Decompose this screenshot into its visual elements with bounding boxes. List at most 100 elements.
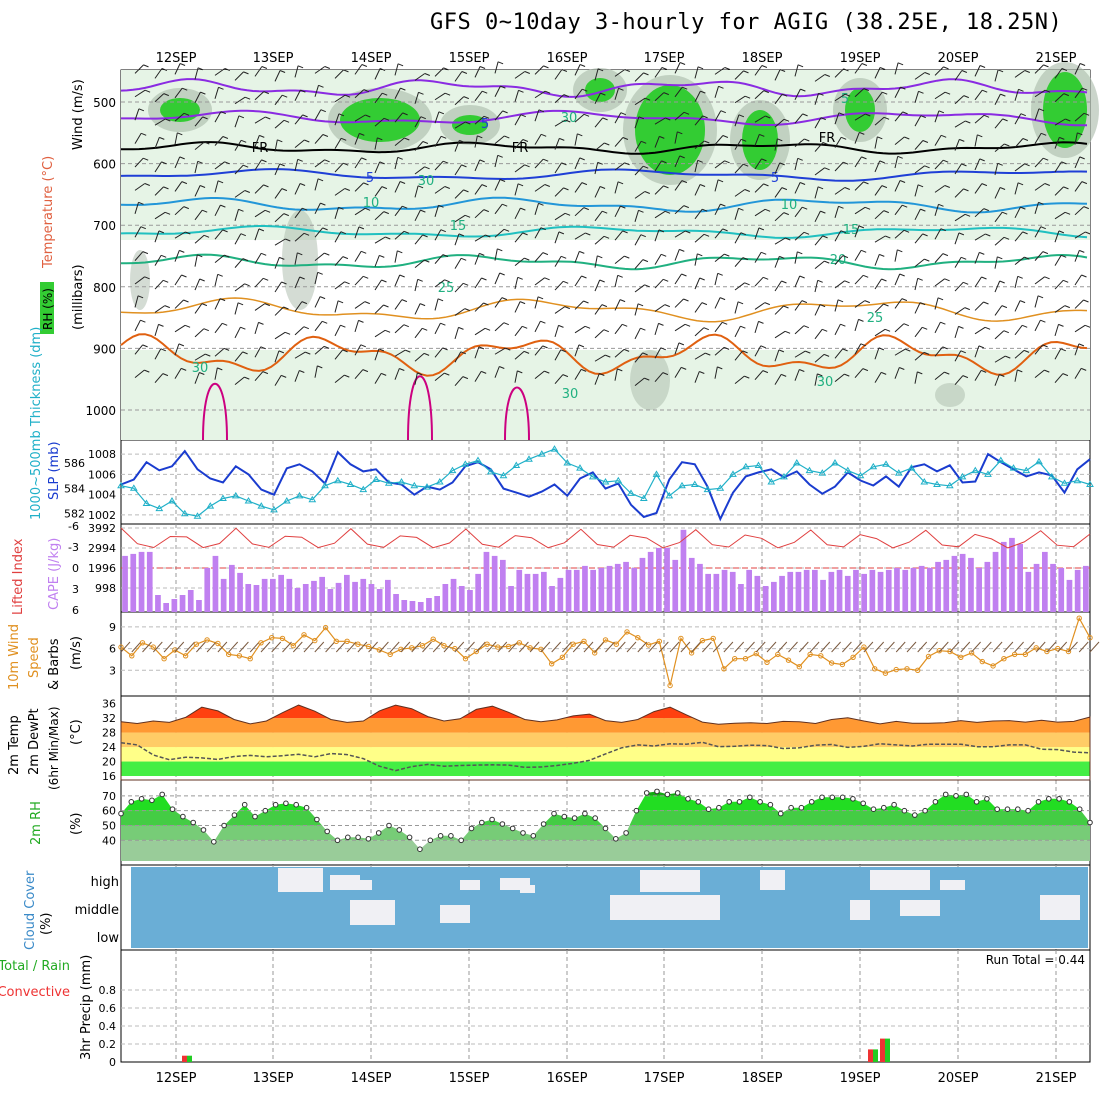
wind-barb bbox=[354, 226, 360, 239]
wind-barb-flag bbox=[417, 185, 424, 189]
wind10-barb bbox=[626, 641, 637, 653]
wind10-speed-marker bbox=[129, 653, 135, 659]
thickness-marker bbox=[665, 491, 674, 499]
wind10-barb bbox=[992, 641, 1003, 653]
cape-bar bbox=[820, 579, 826, 612]
rh2m-marker bbox=[860, 800, 867, 807]
wind10-speed-marker bbox=[182, 653, 189, 659]
wind-barb-flag bbox=[424, 73, 430, 76]
wind-barb-flag bbox=[244, 376, 250, 380]
rh2m-marker bbox=[839, 794, 846, 801]
thickness-marker bbox=[244, 497, 253, 504]
wind-barb bbox=[834, 230, 842, 242]
wind-barb bbox=[994, 163, 999, 176]
wind-barb bbox=[614, 112, 622, 124]
wind-barb-flag bbox=[303, 232, 310, 236]
wind-barb bbox=[514, 114, 522, 126]
wind-barb bbox=[474, 253, 480, 265]
cape-bar bbox=[508, 586, 514, 612]
wind-barb bbox=[994, 93, 1001, 105]
wind-barb-flag bbox=[897, 155, 903, 159]
wind-barb bbox=[694, 184, 701, 196]
wind-barb-flag bbox=[961, 256, 967, 260]
wind-barb bbox=[974, 301, 984, 311]
wind-barb-flag bbox=[524, 164, 530, 168]
wind-barb bbox=[954, 120, 966, 128]
wind-barb-flag bbox=[302, 114, 308, 118]
cloud-block bbox=[940, 880, 965, 890]
wind-barb bbox=[654, 323, 659, 335]
wind-barb bbox=[334, 281, 345, 290]
wind-barb bbox=[754, 65, 763, 76]
wind-barb bbox=[154, 348, 162, 360]
date-label-top: 18SEP bbox=[742, 51, 783, 66]
wind-barb-flag bbox=[622, 137, 629, 140]
wind-barb-flag bbox=[678, 342, 685, 346]
wind-barb bbox=[754, 370, 764, 380]
thickness-marker bbox=[792, 459, 801, 466]
wind-barb-flag bbox=[138, 108, 145, 112]
contour-label: 30 bbox=[562, 387, 579, 402]
wind-barb-flag bbox=[144, 183, 150, 186]
wind10-barb bbox=[895, 641, 906, 653]
wind-barb bbox=[394, 112, 403, 123]
cape-bar bbox=[286, 578, 293, 612]
wind10-speed-marker bbox=[699, 637, 706, 644]
wind-barb-flag bbox=[1044, 89, 1051, 93]
wind-barb bbox=[314, 227, 323, 238]
wind-barb bbox=[794, 369, 800, 381]
wind-barb bbox=[514, 277, 519, 290]
wind-barb-flag bbox=[1062, 373, 1069, 377]
wind-barb bbox=[754, 252, 762, 263]
wind-barb bbox=[454, 233, 460, 246]
wind-barb bbox=[794, 325, 805, 335]
wind10-barb bbox=[1089, 641, 1100, 653]
wind-barb bbox=[1014, 231, 1023, 242]
wind-barb bbox=[1054, 279, 1064, 290]
wind10-speed-marker bbox=[409, 645, 415, 651]
wind-barb-flag bbox=[384, 329, 391, 333]
wind-barb bbox=[494, 366, 500, 378]
wind-barb-flag bbox=[202, 209, 208, 213]
wind-barb bbox=[394, 368, 400, 380]
wind-barb-flag bbox=[583, 300, 589, 304]
wind-barb-flag bbox=[763, 183, 769, 187]
cape-bar bbox=[311, 580, 317, 612]
wind-barb bbox=[814, 280, 819, 293]
cape-bar bbox=[401, 600, 408, 612]
wind-barb bbox=[1034, 276, 1045, 285]
wind-barb-flag bbox=[522, 139, 529, 142]
wind-barb bbox=[334, 374, 345, 384]
wind-barb-flag bbox=[697, 66, 704, 70]
wind-barb bbox=[1034, 89, 1046, 98]
thickness-marker bbox=[410, 481, 419, 489]
wind-barb bbox=[434, 136, 442, 147]
wind-barb-flag bbox=[464, 214, 471, 218]
wind-barb bbox=[534, 90, 546, 99]
wind10-speed-marker bbox=[678, 635, 684, 642]
wind10-barb bbox=[723, 641, 734, 653]
rh2m-marker bbox=[984, 796, 990, 802]
cape-bar bbox=[713, 573, 720, 612]
temp-tick: 32 bbox=[102, 712, 116, 725]
wind-barb bbox=[494, 203, 503, 215]
wind-barb bbox=[634, 141, 642, 152]
wind-barb bbox=[574, 182, 583, 193]
wind-barb-flag bbox=[561, 69, 568, 72]
wind-barb bbox=[294, 276, 301, 289]
rh2m-marker bbox=[118, 810, 124, 817]
wind-barb bbox=[274, 281, 282, 293]
wind-barb-flag bbox=[199, 278, 205, 282]
wind-barb bbox=[554, 325, 559, 337]
cloud-block bbox=[640, 870, 700, 892]
wind-barb-flag bbox=[281, 374, 287, 378]
wind-barb bbox=[754, 345, 762, 357]
wind-barb-flag bbox=[263, 184, 269, 188]
wind-barb bbox=[714, 179, 719, 192]
wind-barb bbox=[714, 67, 726, 75]
wind-barb-flag bbox=[1040, 319, 1046, 323]
wind-barb-flag bbox=[822, 235, 828, 239]
rh2m-marker bbox=[345, 834, 351, 841]
wind-barb-flag bbox=[924, 72, 930, 75]
wind-barb-flag bbox=[1044, 369, 1050, 373]
